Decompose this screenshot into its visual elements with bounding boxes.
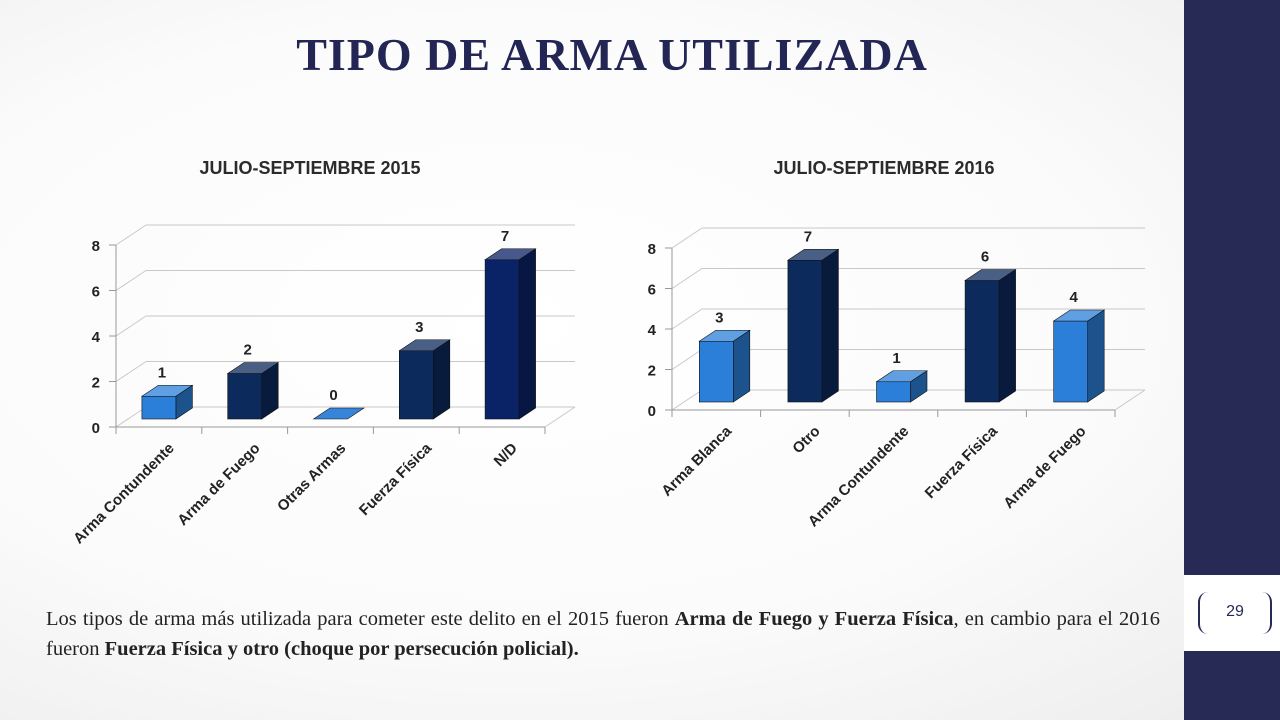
summary-bold-2016: Fuerza Física y otro (choque por persecu… <box>104 638 579 660</box>
chart-title-2016: JULIO-SEPTIEMBRE 2016 <box>773 158 995 178</box>
data-label-1-4: 4 <box>1070 289 1079 306</box>
data-label-1-2: 1 <box>892 350 900 367</box>
floor-edge-0 <box>544 406 576 428</box>
y-tick-label-1-4: 8 <box>648 241 656 258</box>
summary-middle: , en cambio para el 2016 fueron <box>46 608 1160 660</box>
page-number-frame <box>1198 592 1272 634</box>
bar-0-3 <box>398 350 434 420</box>
bar-top-1-1 <box>786 248 840 261</box>
data-label-0-2: 0 <box>329 387 337 404</box>
page-number: 29 <box>1226 603 1244 620</box>
bar-top-0-3 <box>398 339 451 352</box>
bar-side-1-3 <box>998 268 1016 403</box>
grid-diagonal-0-2 <box>115 315 147 337</box>
data-label-0-0: 1 <box>158 364 166 381</box>
grid-diagonal-0-0 <box>115 406 147 428</box>
bar-top-0-1 <box>226 362 280 374</box>
data-label-0-1: 2 <box>244 342 252 359</box>
x-category-label-1-0: Arma Blanca <box>658 422 735 499</box>
chart-title-2015: JULIO-SEPTIEMBRE 2015 <box>199 158 421 178</box>
bar-top-1-3 <box>964 269 1017 281</box>
data-label-0-4: 7 <box>501 228 509 245</box>
grid-diagonal-1-2 <box>671 308 703 330</box>
bar-top-0-0 <box>140 384 194 397</box>
data-label-0-3: 3 <box>415 319 423 336</box>
y-tick-label-1-1: 2 <box>648 363 656 380</box>
y-tick-label-0-2: 4 <box>92 329 101 346</box>
y-tick-label-0-3: 6 <box>92 284 100 301</box>
bar-1-4 <box>1053 320 1088 403</box>
x-category-label-1-2: Arma Contundente <box>805 423 912 530</box>
y-tick-label-0-1: 2 <box>92 375 100 392</box>
y-tick-label-0-0: 0 <box>92 420 100 437</box>
x-category-label-1-3: Fuerza Física <box>922 422 1002 502</box>
floor-edge-1 <box>1114 389 1146 411</box>
summary-bold-2015: Arma de Fuego y Fuerza Física <box>674 608 954 630</box>
bar-top-1-4 <box>1052 309 1106 322</box>
bar-side-1-1 <box>821 248 839 403</box>
bar-1-3 <box>964 280 1000 403</box>
y-tick-label-1-3: 6 <box>648 282 656 299</box>
bar-top-1-2 <box>875 370 928 383</box>
bar-side-1-4 <box>1087 309 1105 403</box>
x-category-label-1-1: Otro <box>789 423 823 457</box>
grid-diagonal-0-3 <box>115 270 147 291</box>
data-label-1-0: 3 <box>715 309 723 326</box>
bar-0-4 <box>484 259 520 420</box>
summary-text: Los tipos de arma más utilizada para com… <box>46 604 1160 664</box>
bar-1-2 <box>876 381 911 403</box>
bar-side-1-0 <box>732 329 751 403</box>
grid-diagonal-0-4 <box>115 224 147 246</box>
page-title: TIPO DE ARMA UTILIZADA <box>296 29 928 80</box>
data-label-1-1: 7 <box>804 228 812 245</box>
page-number-badge: 29 <box>1184 575 1280 651</box>
bar-1-0 <box>698 340 734 403</box>
summary-intro: Los tipos de arma más utilizada para com… <box>46 608 675 630</box>
bar-top-0-4 <box>484 248 537 261</box>
grid-diagonal-1-0 <box>671 389 703 411</box>
y-tick-label-1-0: 0 <box>648 403 656 420</box>
grid-diagonal-1-1 <box>671 349 703 370</box>
grid-diagonal-0-1 <box>115 361 147 382</box>
bar-top-1-0 <box>698 329 751 342</box>
x-category-label-1-4: Arma de Fuego <box>1000 423 1089 512</box>
bar-1-1 <box>787 259 823 403</box>
grid-diagonal-1-4 <box>671 227 703 249</box>
bar-0-1 <box>227 373 262 420</box>
bar-top-0-2 <box>312 407 365 420</box>
data-label-1-3: 6 <box>981 249 989 266</box>
grid-diagonal-1-3 <box>671 268 703 289</box>
y-tick-label-0-4: 8 <box>92 238 100 255</box>
y-tick-label-1-2: 4 <box>648 322 657 339</box>
